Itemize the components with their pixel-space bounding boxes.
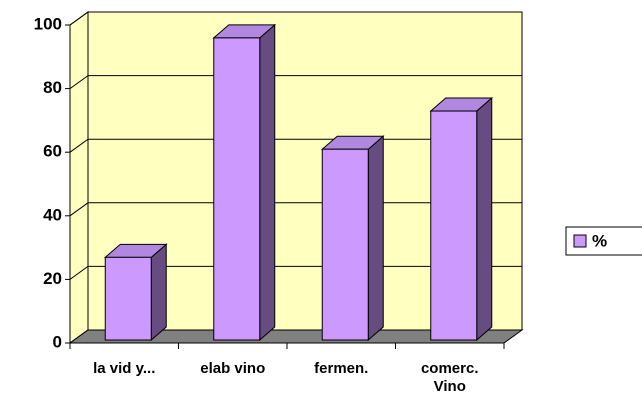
y-tick-label: 100: [34, 14, 62, 33]
side-wall: [69, 11, 89, 344]
y-tick-label: 20: [43, 269, 62, 288]
bar-side: [476, 96, 493, 342]
x-tick-label: fermen.: [314, 360, 369, 377]
legend-swatch: [573, 234, 587, 248]
x-tick-label: la vid y...: [93, 360, 156, 377]
grid-line: [69, 11, 522, 26]
bar-side: [367, 135, 384, 342]
bar: [321, 148, 369, 341]
x-tick-label: elab vino: [200, 360, 266, 377]
bar: [430, 110, 478, 341]
bar: [213, 37, 261, 341]
y-tick-label: 60: [43, 142, 62, 161]
bar-side: [150, 243, 167, 342]
y-tick-label: 40: [43, 205, 62, 224]
y-tick-label: 0: [53, 332, 62, 351]
y-tick-label: 80: [43, 78, 62, 97]
x-tick-label: comerc. Vino: [420, 360, 479, 395]
grid-line: [69, 75, 522, 90]
bar: [104, 256, 152, 341]
bar-side: [259, 23, 276, 342]
legend-label: %: [592, 231, 607, 250]
